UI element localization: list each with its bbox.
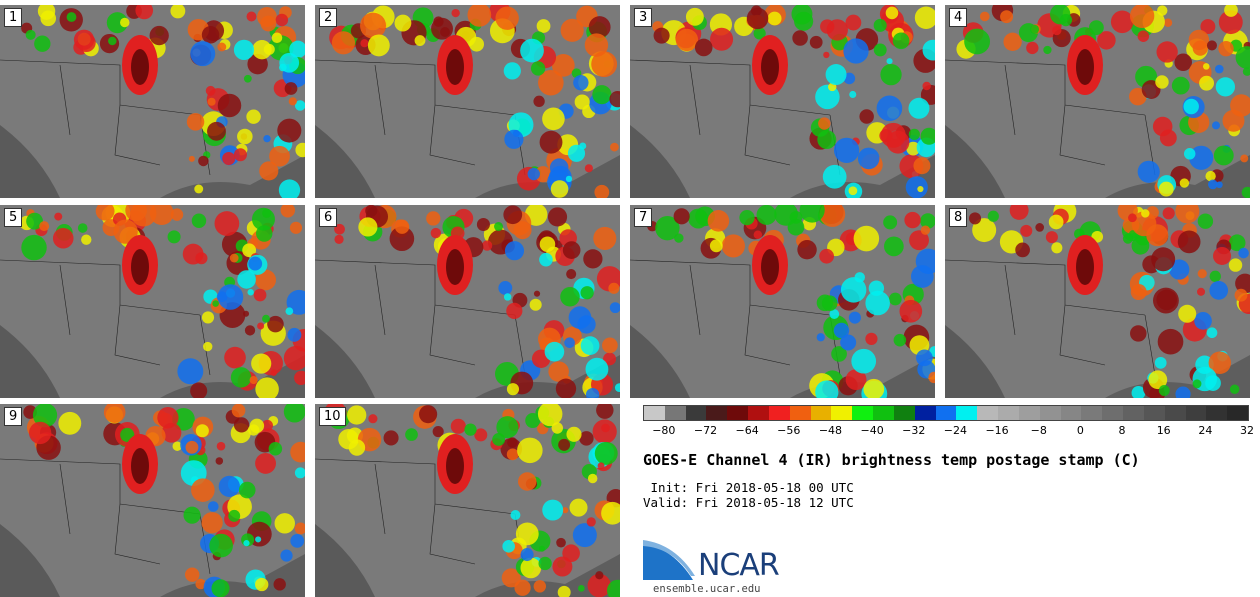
colorbar-segment xyxy=(727,406,749,420)
stamp-number-label: 1 xyxy=(4,8,23,27)
colorbar-tick-label: −8 xyxy=(1030,424,1047,437)
stamp-number-label: 3 xyxy=(634,8,653,27)
colorbar-segment xyxy=(1164,406,1186,420)
colorbar-segment xyxy=(664,406,686,420)
postage-stamp-map: 6 xyxy=(315,205,620,398)
colorbar-segment xyxy=(914,406,936,420)
colorbar-segment xyxy=(935,406,957,420)
colorbar-segment xyxy=(789,406,811,420)
postage-stamp-map: 2 xyxy=(315,5,620,198)
postage-stamp-map: 4 xyxy=(945,5,1250,198)
colorbar-segment xyxy=(1102,406,1124,420)
colorbar-tick-label: −24 xyxy=(943,424,968,437)
colorbar-segment xyxy=(977,406,999,420)
stamp-number-label: 5 xyxy=(4,208,23,227)
colorbar-tick-label: −48 xyxy=(818,424,843,437)
colorbar-tick-label: −72 xyxy=(693,424,718,437)
colorbar-segment xyxy=(1039,406,1061,420)
colorbar-segment xyxy=(893,406,915,420)
colorbar-segment xyxy=(685,406,707,420)
stamp-number-label: 10 xyxy=(319,407,346,426)
colorbar-tick-label: −40 xyxy=(860,424,884,437)
colorbar-segment xyxy=(1018,406,1040,420)
valid-time: Valid: Fri 2018-05-18 12 UTC xyxy=(643,495,854,510)
figure-title: GOES-E Channel 4 (IR) brightness temp po… xyxy=(643,451,1140,469)
stamp-number-label: 2 xyxy=(319,8,338,27)
postage-stamp-map: 3 xyxy=(630,5,935,198)
colorbar-tick-label: −32 xyxy=(902,424,926,437)
colorbar-tick-label: −16 xyxy=(985,424,1009,437)
postage-stamp-map: 1 xyxy=(0,5,305,198)
postage-stamp-map: 9 xyxy=(0,404,305,597)
colorbar-tick-label: −80 xyxy=(652,424,676,437)
colorbar-tick-label: −56 xyxy=(777,424,801,437)
postage-stamp-map: 7 xyxy=(630,205,935,398)
colorbar-segment xyxy=(748,406,769,420)
colorbar xyxy=(643,405,1249,421)
colorbar-segment xyxy=(644,406,665,420)
colorbar-tick-label: 8 xyxy=(1118,424,1126,437)
colorbar-tick-label: −64 xyxy=(735,424,759,437)
colorbar-segment xyxy=(852,406,874,420)
colorbar-segment xyxy=(1123,406,1144,420)
postage-stamp-map: 10 xyxy=(315,404,620,597)
colorbar-segment xyxy=(1143,406,1165,420)
colorbar-segment xyxy=(768,406,790,420)
stamp-number-label: 4 xyxy=(949,8,968,27)
colorbar-segment xyxy=(831,406,853,420)
website-url: ensemble.ucar.edu xyxy=(653,583,761,595)
colorbar-segment xyxy=(1206,406,1228,420)
colorbar-segment xyxy=(810,406,832,420)
init-time: Init: Fri 2018-05-18 00 UTC xyxy=(643,480,854,495)
colorbar-segment xyxy=(998,406,1019,420)
colorbar-segment xyxy=(873,406,894,420)
stamp-number-label: 8 xyxy=(949,208,968,227)
colorbar-tick-label: 0 xyxy=(1076,424,1084,437)
ncar-logo-text: NCAR xyxy=(698,548,780,583)
stamp-number-label: 9 xyxy=(4,407,23,426)
postage-stamp-map: 8 xyxy=(945,205,1250,398)
stamp-number-label: 6 xyxy=(319,208,338,227)
colorbar-segment xyxy=(1185,406,1207,420)
colorbar-segment xyxy=(1060,406,1082,420)
colorbar-segment xyxy=(1227,406,1249,420)
ncar-logo-icon xyxy=(643,540,695,580)
postage-stamp-map: 5 xyxy=(0,205,305,398)
colorbar-tick-label: 24 xyxy=(1198,424,1213,437)
colorbar-tick-label: 16 xyxy=(1156,424,1171,437)
colorbar-segment xyxy=(1081,406,1103,420)
colorbar-segment xyxy=(956,406,978,420)
colorbar-segment xyxy=(706,406,728,420)
colorbar-ticks: −80 −72 −64 −56 −48 −40 −32 −24 −16 −8 0 8 16 24 32 xyxy=(643,424,1254,438)
stamp-number-label: 7 xyxy=(634,208,653,227)
time-info: Init: Fri 2018-05-18 00 UTC Valid: Fri 2… xyxy=(643,480,854,510)
colorbar-tick-label: 32 xyxy=(1240,424,1254,437)
